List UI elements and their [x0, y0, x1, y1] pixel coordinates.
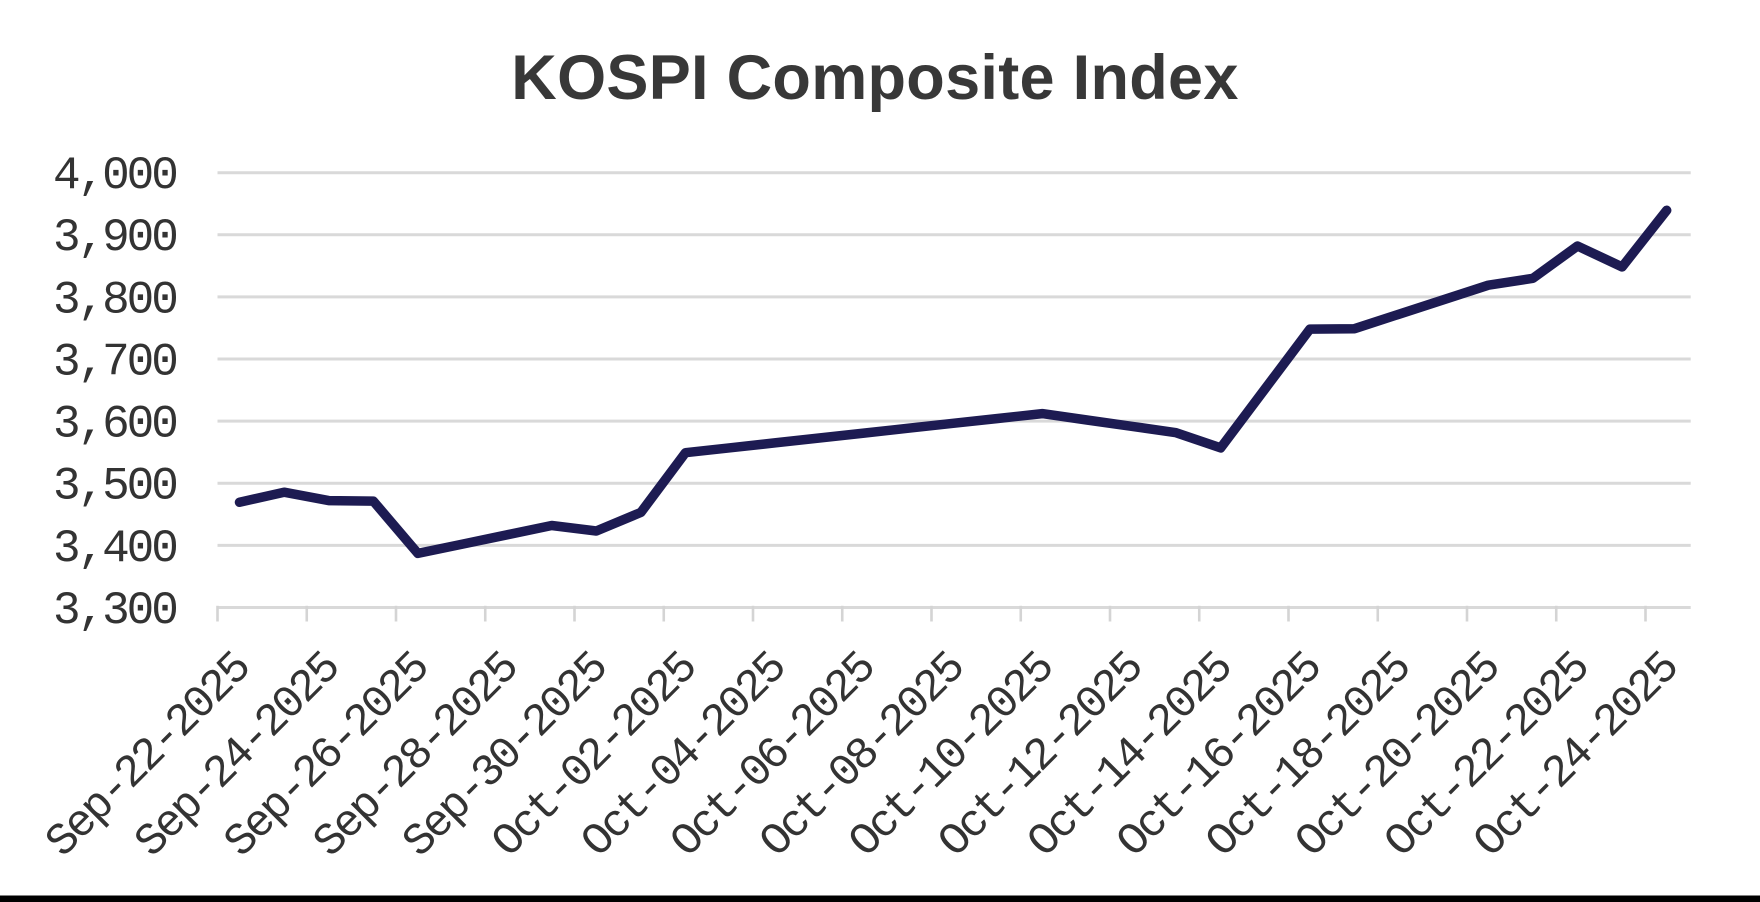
svg-text:3,700: 3,700	[53, 336, 176, 388]
svg-text:KOSPI Composite Index: KOSPI Composite Index	[511, 43, 1238, 113]
svg-text:3,900: 3,900	[53, 212, 176, 264]
svg-text:3,400: 3,400	[53, 523, 176, 575]
svg-text:3,600: 3,600	[53, 399, 176, 451]
svg-text:4,000: 4,000	[53, 150, 176, 202]
svg-text:3,300: 3,300	[53, 585, 176, 637]
svg-text:3,800: 3,800	[53, 274, 176, 326]
svg-text:3,500: 3,500	[53, 461, 176, 513]
